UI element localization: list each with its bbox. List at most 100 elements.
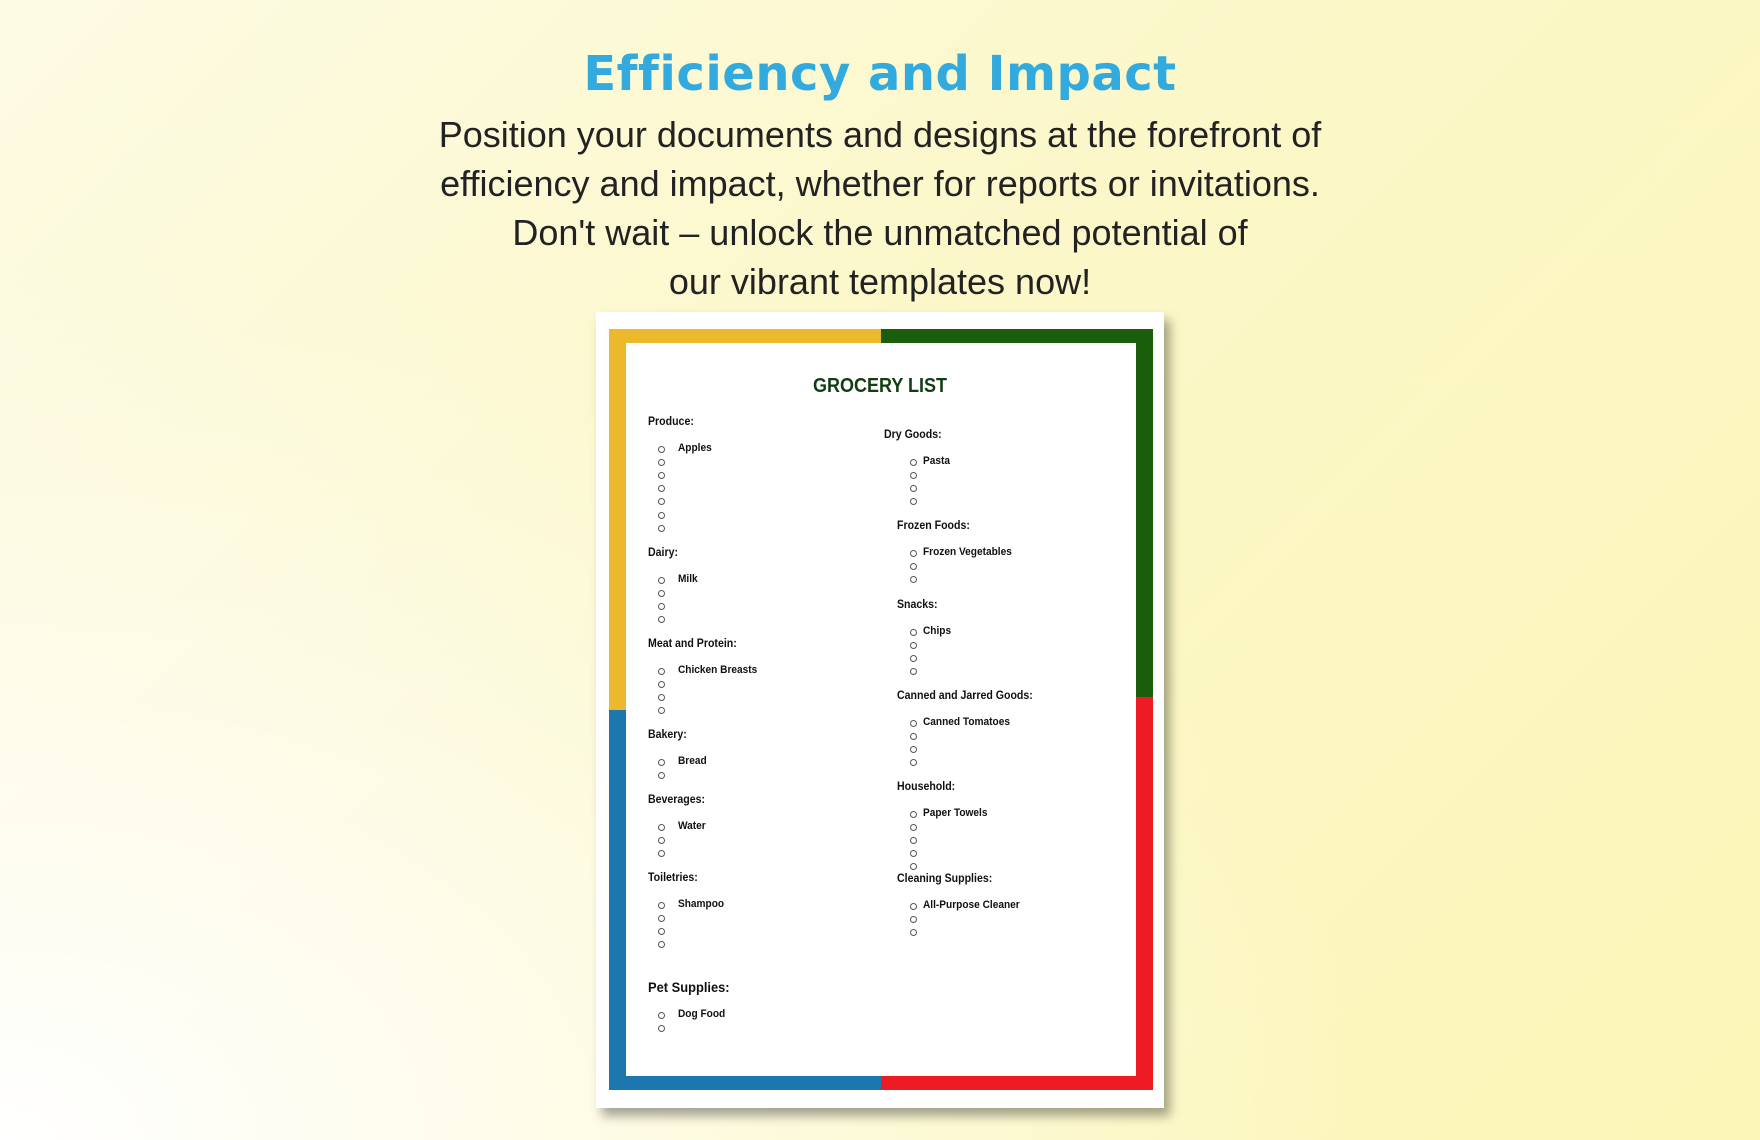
bullet-circle-icon	[658, 511, 665, 519]
frame-right-top	[1136, 329, 1153, 697]
list-item	[596, 481, 665, 494]
list-item	[596, 846, 665, 859]
list-item-text: Chicken Breasts	[678, 664, 758, 676]
subheadline-line: our vibrant templates now!	[668, 261, 1092, 302]
bullet-circle-icon	[910, 837, 917, 845]
list-item	[596, 846, 917, 859]
bullet-circle-icon	[658, 616, 665, 624]
bullet-circle-icon	[658, 485, 665, 493]
bullet-circle-icon	[910, 916, 917, 924]
bullet-circle-icon	[658, 524, 665, 532]
document-title: GROCERY LIST	[812, 375, 948, 397]
bullet-circle-icon	[658, 446, 665, 453]
list-item	[596, 820, 917, 833]
bullet-circle-icon	[910, 629, 917, 636]
bullet-circle-icon	[910, 472, 917, 480]
bullet-circle-icon	[910, 929, 917, 937]
bullet-circle-icon	[910, 563, 917, 571]
list-item	[596, 599, 665, 612]
list-item	[596, 755, 917, 768]
list-item-text: Bread	[678, 755, 707, 767]
list-item	[596, 612, 665, 625]
bullet-circle-icon	[658, 498, 665, 506]
list-item: Dog Food	[596, 1008, 725, 1021]
frame-left-bottom	[609, 710, 626, 1090]
bullet-circle-icon	[658, 824, 665, 831]
list-item	[596, 664, 917, 677]
list-item	[596, 494, 665, 507]
list-item	[596, 1021, 665, 1034]
category-heading: Dairy:	[648, 547, 679, 559]
list-item	[596, 651, 917, 664]
subheadline-line: efficiency and impact, whether for repor…	[440, 163, 1320, 204]
list-item	[596, 690, 665, 703]
bullet-circle-icon	[658, 707, 665, 715]
bullet-circle-icon	[658, 577, 665, 584]
bullet-circle-icon	[658, 459, 665, 467]
list-item: Paper Towels	[596, 807, 988, 820]
bullet-circle-icon	[910, 485, 917, 493]
list-item	[596, 586, 665, 599]
frame-top-left	[609, 329, 881, 343]
frame-left-top	[609, 329, 626, 710]
category-heading: Dry Goods:	[884, 429, 942, 441]
list-item	[596, 455, 665, 468]
bullet-circle-icon	[658, 694, 665, 702]
list-item	[596, 729, 917, 742]
category-heading: Cleaning Supplies:	[897, 873, 993, 885]
list-item-text: Pasta	[923, 455, 951, 467]
list-item: Milk	[596, 573, 698, 586]
headline: Efficiency and Impact	[583, 46, 1177, 102]
bullet-circle-icon	[910, 576, 917, 584]
list-item	[596, 768, 665, 781]
list-item: Chicken Breasts	[596, 664, 757, 677]
list-item	[596, 677, 665, 690]
list-item	[596, 508, 665, 521]
category-heading: Pet Supplies:	[648, 979, 730, 995]
list-item	[596, 859, 917, 872]
bullet-circle-icon	[910, 655, 917, 663]
list-item-text: Chips	[923, 625, 952, 637]
bullet-circle-icon	[658, 590, 665, 598]
list-item: Canned Tomatoes	[596, 716, 1010, 729]
bullet-circle-icon	[910, 733, 917, 741]
list-item	[596, 912, 917, 925]
list-item	[596, 521, 665, 534]
bullet-circle-icon	[910, 550, 917, 557]
category-heading: Meat and Protein:	[648, 638, 737, 650]
list-item	[596, 924, 665, 937]
list-item	[596, 572, 917, 585]
list-item-text: Frozen Vegetables	[923, 546, 1012, 558]
grocery-list-document: GROCERY LIST Produce: Apples Dairy: Milk Mea…	[596, 312, 1164, 1108]
list-item	[596, 481, 917, 494]
frame-right-bottom	[1136, 697, 1153, 1090]
bullet-circle-icon	[658, 850, 665, 858]
list-item-text: Dog Food	[678, 1008, 726, 1020]
list-item	[596, 937, 665, 950]
list-item-text: Shampoo	[678, 898, 725, 910]
list-item-text: Milk	[678, 573, 698, 585]
bullet-circle-icon	[658, 668, 665, 675]
list-item	[596, 494, 917, 507]
category-heading: Toiletries:	[648, 872, 698, 884]
category-heading: Frozen Foods:	[897, 520, 970, 532]
list-item	[596, 742, 917, 755]
list-item-text: Canned Tomatoes	[923, 716, 1010, 728]
list-item	[596, 638, 917, 651]
list-item-text: Paper Towels	[923, 807, 988, 819]
bullet-circle-icon	[658, 941, 665, 949]
list-item: Shampoo	[596, 898, 724, 911]
frame-bottom-right	[881, 1076, 1153, 1090]
list-item-text: Water	[678, 820, 706, 832]
bullet-circle-icon	[910, 811, 917, 818]
bullet-circle-icon	[910, 863, 917, 871]
bullet-circle-icon	[910, 759, 917, 767]
list-item: Pasta	[596, 455, 950, 468]
bullet-circle-icon	[910, 824, 917, 832]
frame-bottom-left	[609, 1076, 881, 1090]
bullet-circle-icon	[658, 915, 665, 923]
bullet-circle-icon	[910, 720, 917, 727]
bullet-circle-icon	[910, 459, 917, 466]
bullet-circle-icon	[910, 903, 917, 910]
bullet-circle-icon	[658, 1025, 665, 1033]
